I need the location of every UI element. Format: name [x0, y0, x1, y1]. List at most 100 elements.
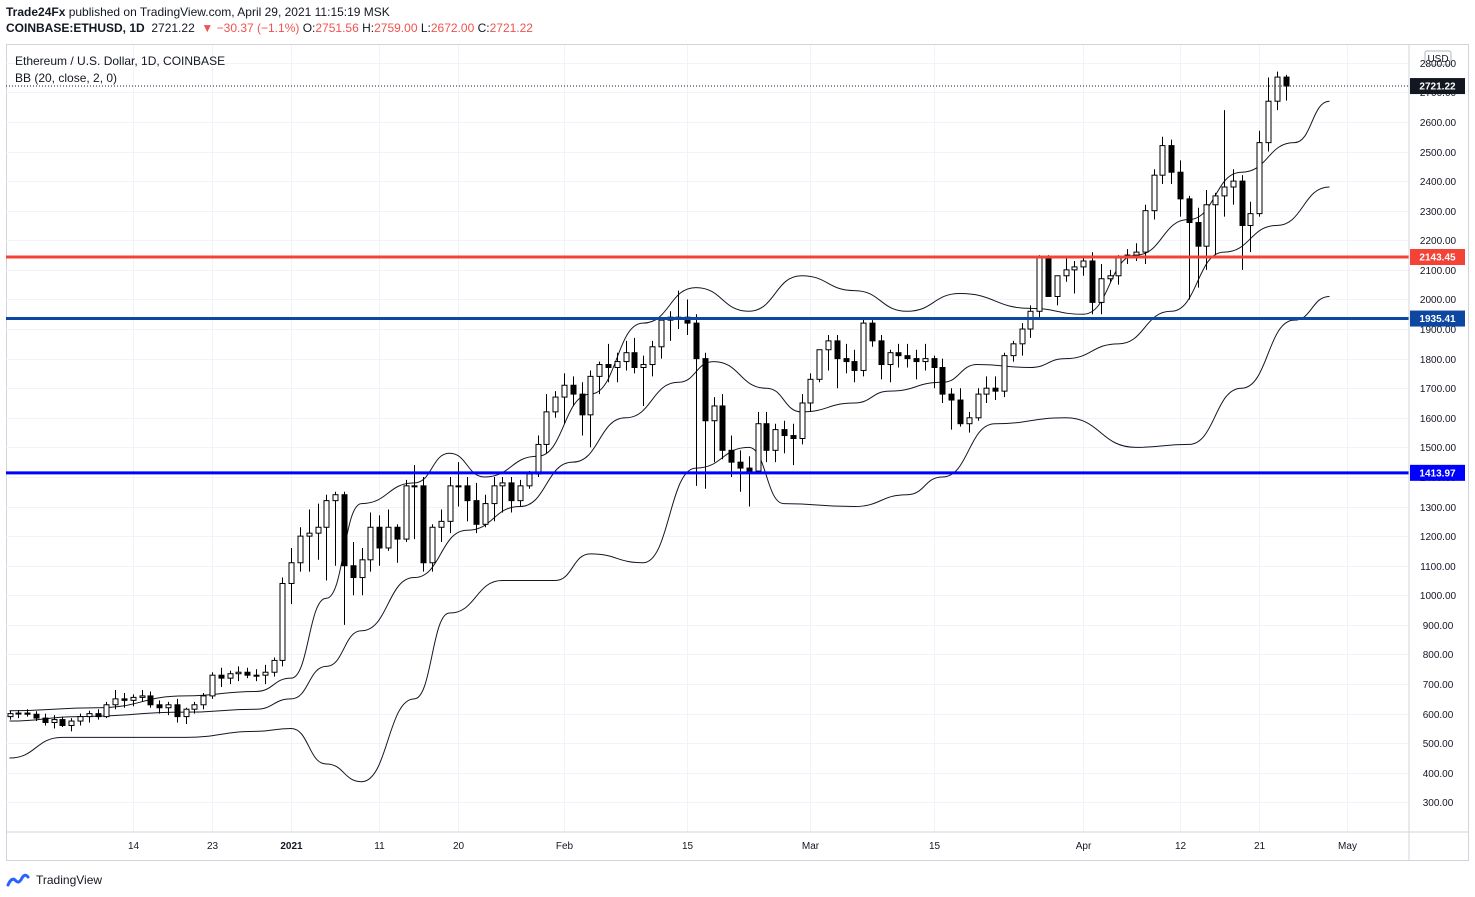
candle: [1107, 269, 1114, 282]
legend-pair[interactable]: Ethereum / U.S. Dollar, 1D, COINBASE: [15, 54, 226, 68]
candle: [693, 314, 700, 486]
candle: [702, 352, 709, 489]
candle: [288, 547, 295, 605]
candle-body-bearish: [341, 494, 348, 567]
candle: [323, 494, 330, 581]
x-tick-label: 23: [207, 841, 219, 852]
candle-body-bearish: [1045, 257, 1052, 297]
candle-body-bullish: [15, 712, 22, 715]
candle: [279, 577, 286, 667]
y-tick-label: 800.00: [1423, 650, 1454, 661]
candle: [719, 394, 726, 460]
candle-body-bullish: [191, 704, 198, 710]
candle-body-bearish: [244, 671, 251, 676]
y-tick-label: 1600.00: [1420, 414, 1457, 425]
last-price-label: 2721.22: [1419, 82, 1456, 93]
currency-badge[interactable]: [1424, 50, 1452, 66]
close-value: 2721.22: [489, 21, 533, 35]
y-tick-label: 1000.00: [1420, 591, 1457, 602]
y-tick-label: 2100.00: [1420, 266, 1457, 277]
y-tick-label: 300.00: [1423, 798, 1454, 809]
candle: [1186, 195, 1193, 300]
candle-body-bullish: [1036, 257, 1043, 312]
candle-body-bullish: [596, 364, 603, 377]
candle-body-bullish: [183, 708, 190, 718]
candle-body-bullish: [499, 482, 506, 487]
candle: [623, 340, 630, 371]
horizontal-levels[interactable]: [6, 85, 1409, 475]
candle: [59, 716, 66, 727]
candle: [1265, 77, 1272, 152]
candle-body-bearish: [939, 366, 946, 395]
low-label: L:: [420, 21, 431, 35]
candle-body-bullish: [1107, 275, 1114, 280]
candle: [755, 411, 762, 475]
candle-body-bearish: [420, 485, 427, 564]
axes: USD: [6, 44, 1469, 861]
candle-body-bullish: [7, 713, 14, 718]
candle: [1283, 74, 1290, 101]
candle: [957, 388, 964, 427]
author-name[interactable]: Trade24Fx: [6, 5, 66, 19]
candle-body-bullish: [966, 417, 973, 425]
candle: [728, 435, 735, 477]
y-tick-label: 2400.00: [1420, 177, 1457, 188]
candle-body-bearish: [631, 352, 638, 368]
candle-body-bullish: [482, 503, 489, 525]
bb-lower-line: [9, 295, 1330, 783]
candle-body-bearish: [1186, 198, 1193, 224]
candle-body-bearish: [376, 526, 383, 549]
candle-body-bearish: [570, 384, 577, 395]
candle-body-bullish: [429, 526, 436, 564]
candle-body-bullish: [816, 349, 823, 380]
level-price-tag: [1410, 249, 1465, 266]
candle-body-bearish: [218, 674, 225, 679]
candle-body-bullish: [235, 671, 242, 675]
ohlc-line: COINBASE:ETHUSD, 1D 2721.22 ▼ −30.37 (−1…: [6, 20, 533, 36]
candle-body-bearish: [147, 695, 154, 706]
candle-body-bullish: [1027, 310, 1034, 330]
candle: [587, 370, 594, 448]
chart-frame[interactable]: [6, 44, 1469, 861]
time-axis[interactable]: 14 23 2021 11 20 Feb 15 Mar 15 Apr 12 21 May: [128, 841, 1357, 852]
price-axis[interactable]: 300.00 400.00 500.00 600.00 700.00 800.00 900.…: [1420, 59, 1457, 809]
candle: [209, 672, 216, 699]
y-tick-label: 1200.00: [1420, 532, 1457, 543]
candle-body-bearish: [719, 405, 726, 451]
candle: [1151, 169, 1158, 220]
footer-brand[interactable]: TradingView: [36, 873, 103, 887]
candle-body-bullish: [367, 526, 374, 561]
candle: [992, 376, 999, 401]
candle-body-bullish: [887, 352, 894, 366]
candle-body-bearish: [350, 565, 357, 579]
candle-body-bearish: [473, 500, 480, 525]
candle-body-bearish: [737, 461, 744, 469]
candle: [1230, 169, 1237, 205]
candle-body-bearish: [913, 358, 920, 363]
candle: [147, 691, 154, 708]
tradingview-logo-icon[interactable]: [6, 873, 30, 887]
x-tick-label: 21: [1254, 841, 1266, 852]
candle-body-bearish: [156, 704, 163, 709]
candle: [130, 694, 137, 707]
x-tick-label: May: [1338, 841, 1357, 852]
candle-body-bullish: [271, 659, 278, 673]
candle-body-bullish: [262, 671, 269, 676]
level-price-label: 1935.41: [1419, 314, 1456, 325]
candle-body-bearish: [24, 712, 31, 715]
candle: [1168, 139, 1175, 185]
candle-body-bullish: [658, 319, 665, 348]
candle: [499, 476, 506, 513]
candle: [7, 710, 14, 720]
last-price: 2721.22: [151, 21, 195, 35]
symbol-label: COINBASE:ETHUSD, 1D: [6, 21, 145, 35]
candle-body-bullish: [1142, 210, 1149, 253]
candle: [790, 423, 797, 466]
candle-body-bearish: [992, 387, 999, 392]
candle: [1274, 71, 1281, 111]
legend-indicator[interactable]: BB (20, close, 2, 0): [15, 71, 118, 85]
level-price-tag: [1410, 464, 1465, 481]
candle-body-bullish: [825, 340, 832, 351]
candle: [482, 494, 489, 528]
